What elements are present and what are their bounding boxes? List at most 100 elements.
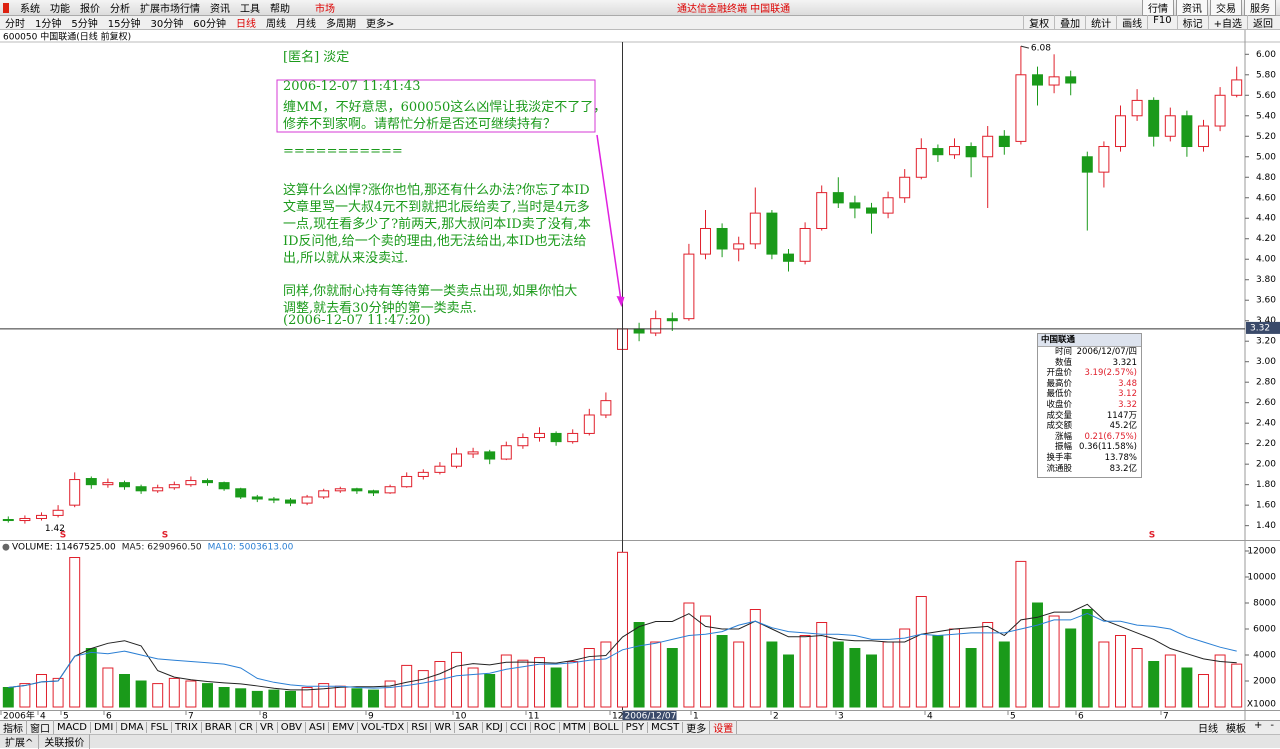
period-tab[interactable]: 周线 xyxy=(265,19,286,30)
menu-item[interactable]: 资讯 xyxy=(210,4,230,15)
menu-item[interactable]: 分析 xyxy=(110,4,130,15)
tool-button[interactable]: F10 xyxy=(1147,15,1176,30)
tool-button[interactable]: 返回 xyxy=(1247,15,1278,30)
indicator-tab[interactable]: ASI xyxy=(306,722,330,733)
info-value: 13.78% xyxy=(1104,452,1137,463)
right-button[interactable]: 模板 xyxy=(1226,724,1246,735)
indicator-tab[interactable]: CR xyxy=(236,722,257,733)
period-tab[interactable]: 5分钟 xyxy=(71,19,98,30)
y-tick-label: 3.00 xyxy=(1256,357,1276,367)
menu-item[interactable]: 报价 xyxy=(80,4,100,15)
indicator-tab[interactable]: 指标 xyxy=(0,720,27,735)
right-button[interactable]: + xyxy=(1254,720,1263,731)
menu-button[interactable]: 行情 xyxy=(1142,0,1174,16)
period-tab[interactable]: 日线 xyxy=(235,19,256,30)
indicator-tab[interactable]: DMI xyxy=(91,722,118,733)
menu-button[interactable]: 服务 xyxy=(1244,0,1276,16)
info-value: 3.321 xyxy=(1112,357,1137,368)
period-tab[interactable]: 60分钟 xyxy=(193,19,226,30)
menu-button[interactable]: 交易 xyxy=(1210,0,1242,16)
info-label: 流通股 xyxy=(1046,463,1072,474)
volume-bar xyxy=(1081,609,1093,708)
annotation-line: 文章里骂一大叔4元不到就把北辰给卖了,当时是4元多 xyxy=(283,200,590,215)
menu-item[interactable]: 扩展市场行情 xyxy=(140,4,200,15)
period-tab[interactable]: 30分钟 xyxy=(150,19,184,30)
right-button[interactable]: 日线 xyxy=(1198,724,1218,735)
menu-item[interactable]: 市场 xyxy=(315,4,335,15)
indicator-tab[interactable]: VR xyxy=(257,722,278,733)
info-label: 时间 xyxy=(1054,347,1072,357)
indicator-tab[interactable]: MACD xyxy=(54,722,91,733)
indicator-tab[interactable]: EMV xyxy=(329,722,358,733)
volume-bar xyxy=(85,648,97,708)
period-tab[interactable]: 多周期 xyxy=(325,19,356,30)
tool-button[interactable]: 标记 xyxy=(1176,15,1208,30)
right-button[interactable]: - xyxy=(1270,720,1274,731)
candle-body xyxy=(899,176,911,199)
candle-body xyxy=(534,432,545,439)
volume-bar xyxy=(334,685,346,708)
candle-body xyxy=(135,486,147,492)
volume-bar xyxy=(1048,615,1060,708)
tool-button[interactable]: 画线 xyxy=(1116,15,1147,30)
bottom-tab[interactable]: 关联报价 xyxy=(39,734,91,749)
volume-bar xyxy=(69,557,81,708)
indicator-tab[interactable]: RSI xyxy=(408,722,432,733)
indicator-tab[interactable]: WR xyxy=(431,722,456,733)
menu-button[interactable]: 资讯 xyxy=(1176,0,1208,16)
candle-body xyxy=(650,318,662,334)
tool-button[interactable]: +自选 xyxy=(1207,15,1247,30)
indicator-tab[interactable]: PSY xyxy=(623,722,649,733)
candle-body xyxy=(152,487,164,492)
info-label: 振幅 xyxy=(1054,442,1072,453)
indicator-tab[interactable]: 更多 xyxy=(683,720,711,735)
menu-item[interactable]: 工具 xyxy=(240,4,260,15)
volume-bar xyxy=(633,622,645,708)
indicator-tab[interactable]: BOLL xyxy=(590,722,623,733)
volume-bar xyxy=(866,654,877,708)
y-tick-label: 4.80 xyxy=(1256,173,1276,183)
indicator-tab[interactable]: MCST xyxy=(648,722,684,733)
indicator-tab[interactable]: BRAR xyxy=(202,722,236,733)
tool-button[interactable]: 统计 xyxy=(1085,15,1116,30)
indicator-tab[interactable]: KDJ xyxy=(483,722,507,733)
indicator-tab[interactable]: DMA xyxy=(117,722,148,733)
period-tab[interactable]: 月线 xyxy=(295,19,316,30)
x-tick-label: 2 xyxy=(773,712,779,721)
y-tick-label: 12000 xyxy=(1247,547,1276,557)
candle-body xyxy=(318,490,330,498)
volume-bar xyxy=(1015,560,1027,708)
tool-button[interactable]: 叠加 xyxy=(1054,15,1085,30)
candle-body xyxy=(1231,79,1243,96)
x-tick-label: 5 xyxy=(63,712,69,721)
candle-body xyxy=(1181,115,1193,148)
period-tab[interactable]: 分时 xyxy=(5,19,25,30)
period-tab[interactable]: 15分钟 xyxy=(107,19,141,30)
legend-marker: ● xyxy=(2,543,10,553)
indicator-tab[interactable]: MTM xyxy=(560,722,590,733)
menu-item[interactable]: 功能 xyxy=(50,4,70,15)
indicator-tab[interactable]: VOL-TDX xyxy=(358,722,409,733)
indicator-tab[interactable]: OBV xyxy=(278,722,306,733)
candle-body xyxy=(235,488,247,498)
indicator-tab[interactable]: FSL xyxy=(147,722,172,733)
indicator-tab[interactable]: 窗口 xyxy=(27,720,54,735)
indicator-tab[interactable]: SAR xyxy=(455,722,483,733)
candle-body xyxy=(417,471,429,477)
indicator-tab[interactable]: ROC xyxy=(531,722,560,733)
candle-body xyxy=(368,490,379,494)
menu-item[interactable]: 系统 xyxy=(20,4,40,15)
period-tab[interactable]: 1分钟 xyxy=(35,19,62,30)
period-tab[interactable]: 更多> xyxy=(365,19,395,30)
tool-button[interactable]: 复权 xyxy=(1023,15,1054,30)
menu-item[interactable]: 帮助 xyxy=(270,4,290,15)
crosshair-tag xyxy=(1246,321,1280,334)
volume-bar xyxy=(915,596,927,708)
info-row: 换手率 13.78% xyxy=(1038,453,1141,464)
indicator-tab[interactable]: CCI xyxy=(507,722,531,733)
bottom-tab[interactable]: 扩展^ xyxy=(0,734,40,749)
y-tick-label: 2.20 xyxy=(1256,439,1276,449)
indicator-tab[interactable]: TRIX xyxy=(172,722,202,733)
indicator-tab[interactable]: 设置 xyxy=(710,720,738,735)
info-label: 成交量 xyxy=(1046,410,1072,421)
